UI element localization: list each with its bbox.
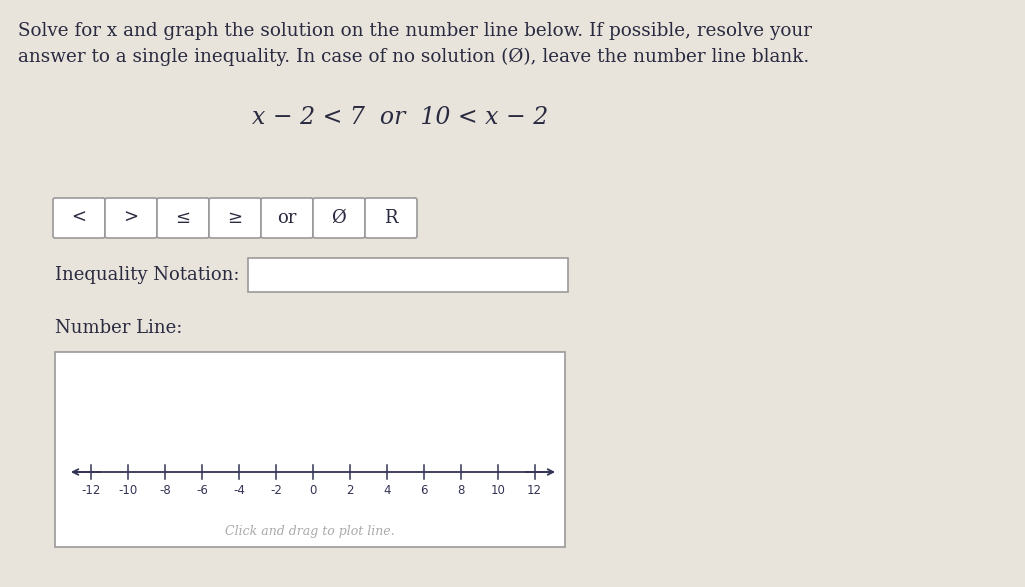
FancyBboxPatch shape: [313, 198, 365, 238]
Text: -12: -12: [82, 484, 101, 497]
Text: -6: -6: [197, 484, 208, 497]
Text: <: <: [72, 209, 86, 227]
Text: -4: -4: [234, 484, 245, 497]
FancyBboxPatch shape: [365, 198, 417, 238]
Text: 0: 0: [310, 484, 317, 497]
Text: 12: 12: [527, 484, 542, 497]
FancyBboxPatch shape: [157, 198, 209, 238]
Text: 2: 2: [346, 484, 354, 497]
Text: -10: -10: [119, 484, 138, 497]
Bar: [55, 352, 565, 547]
Text: 8: 8: [457, 484, 464, 497]
FancyBboxPatch shape: [261, 198, 313, 238]
Text: R: R: [384, 209, 398, 227]
Text: ≥: ≥: [228, 209, 243, 227]
Text: Ø: Ø: [332, 209, 346, 227]
Text: Click and drag to plot line.: Click and drag to plot line.: [226, 525, 395, 538]
Text: 6: 6: [420, 484, 427, 497]
Bar: [248, 258, 568, 292]
Text: 4: 4: [383, 484, 391, 497]
FancyBboxPatch shape: [105, 198, 157, 238]
Text: Inequality Notation:: Inequality Notation:: [55, 266, 240, 284]
Text: 10: 10: [490, 484, 505, 497]
Text: x − 2 < 7  or  10 < x − 2: x − 2 < 7 or 10 < x − 2: [252, 106, 548, 130]
FancyBboxPatch shape: [209, 198, 261, 238]
Text: >: >: [123, 209, 138, 227]
Text: -2: -2: [271, 484, 282, 497]
Text: -8: -8: [160, 484, 171, 497]
Text: or: or: [278, 209, 296, 227]
Text: Solve for x and graph the solution on the number line below. If possible, resolv: Solve for x and graph the solution on th…: [18, 22, 812, 40]
Text: Number Line:: Number Line:: [55, 319, 182, 337]
FancyBboxPatch shape: [53, 198, 105, 238]
Text: ≤: ≤: [175, 209, 191, 227]
Text: answer to a single inequality. In case of no solution (Ø), leave the number line: answer to a single inequality. In case o…: [18, 48, 810, 66]
